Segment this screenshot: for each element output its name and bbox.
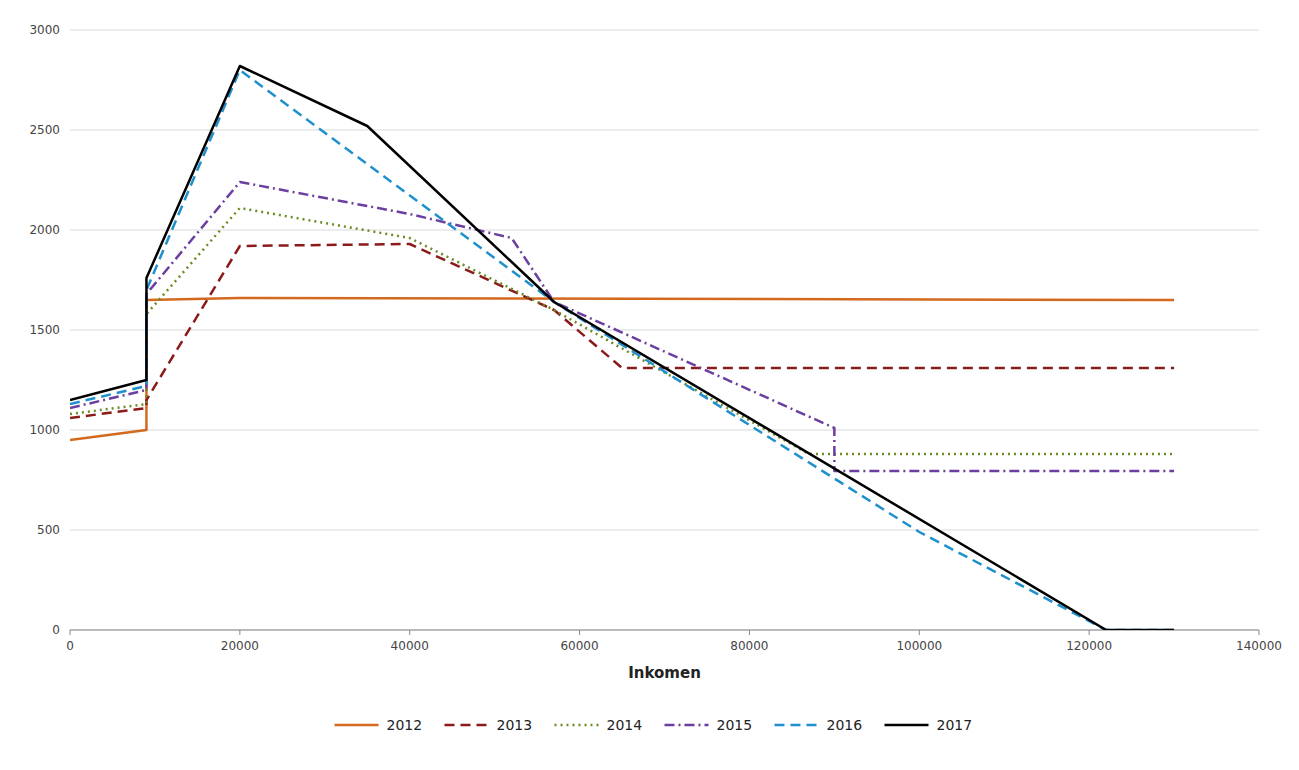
x-tick-label: 40000 [391,639,429,653]
legend-swatch [555,724,599,727]
lines [70,66,1174,630]
y-tick-label: 1500 [29,323,60,337]
legend: 2012 2013 2014 2015 2016 2017 [335,717,973,733]
chart: 0 500 1000 1500 2000 2500 3000 0 20000 40000 60000… [0,0,1299,770]
x-tick-label: 120000 [1066,639,1112,653]
x-tick [579,630,580,635]
series-line [70,182,1174,471]
y-grid-line [70,330,1259,331]
series-line [70,298,1174,440]
x-tick-label: 60000 [560,639,598,653]
x-axis-label: Inkomen [628,664,701,682]
x-tick [70,630,71,635]
y-tick-label: 2000 [29,223,60,237]
legend-label: 2016 [827,717,863,733]
x-tick [1259,630,1260,635]
legend-item: 2016 [775,717,863,733]
legend-item: 2015 [665,717,753,733]
y-grid-line [70,30,1259,31]
legend-swatch [335,724,379,727]
y-tick-label: 1000 [29,423,60,437]
legend-item: 2013 [445,717,533,733]
legend-label: 2017 [937,717,973,733]
y-grid-line [70,230,1259,231]
y-tick-label: 0 [52,623,60,637]
x-tick [409,630,410,635]
x-tick-label: 80000 [730,639,768,653]
legend-item: 2014 [555,717,643,733]
legend-swatch [775,724,819,727]
legend-swatch [885,724,929,727]
legend-swatch [665,724,709,727]
legend-swatch [445,724,489,727]
x-axis-line [70,630,1259,631]
y-tick-label: 3000 [29,23,60,37]
legend-item: 2012 [335,717,423,733]
y-tick-label: 500 [37,523,60,537]
series-line [70,208,1174,454]
y-grid-line [70,530,1259,531]
legend-item: 2017 [885,717,973,733]
y-grid-line [70,630,1259,631]
grid [70,30,1259,630]
y-grid-line [70,430,1259,431]
series-line [70,244,1174,418]
x-tick [919,630,920,635]
legend-label: 2012 [387,717,423,733]
legend-label: 2015 [717,717,753,733]
series-line [70,70,1174,630]
x-tick-label: 20000 [221,639,259,653]
y-tick-label: 2500 [29,123,60,137]
x-tick [239,630,240,635]
x-tick [1089,630,1090,635]
x-tick-label: 0 [66,639,74,653]
x-tick-label: 100000 [896,639,942,653]
series-line [70,66,1174,630]
legend-label: 2014 [607,717,643,733]
x-tick-label: 140000 [1236,639,1282,653]
x-tick [749,630,750,635]
y-grid-line [70,130,1259,131]
legend-label: 2013 [497,717,533,733]
